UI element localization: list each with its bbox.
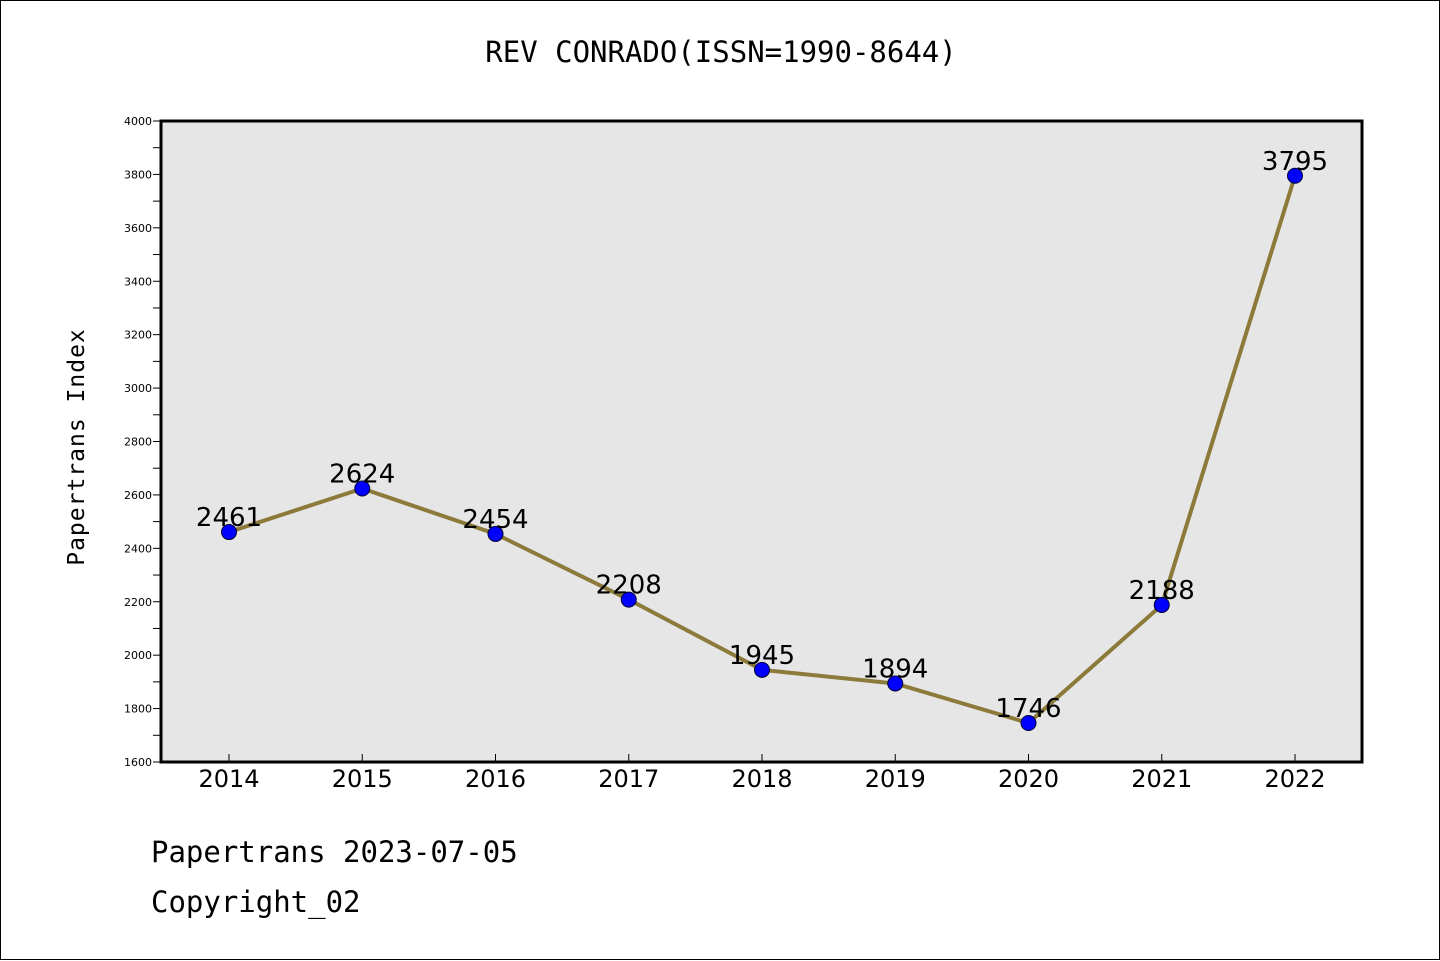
series-markers <box>221 167 1303 732</box>
y-tick-label: 2600 <box>124 489 152 502</box>
y-tick-label: 3000 <box>124 382 152 395</box>
y-tick-label: 1800 <box>124 703 152 716</box>
data-label: 1945 <box>729 641 795 671</box>
data-point <box>221 524 237 541</box>
chart-title: REV CONRADO(ISSN=1990-8644) <box>485 35 957 69</box>
x-tick-label: 2021 <box>1131 765 1192 793</box>
footer-date: Papertrans 2023-07-05 <box>151 835 518 869</box>
y-tick-label: 4000 <box>124 115 152 128</box>
data-label: 2454 <box>462 505 528 535</box>
data-label: 1746 <box>995 694 1061 724</box>
x-tick-label: 2016 <box>465 765 526 793</box>
data-point <box>887 675 904 692</box>
data-label: 2624 <box>329 460 395 490</box>
plot-area <box>161 121 1362 762</box>
y-axis: 1600 1800 2000 2200 2400 2600 2800 3000 3200 3400… <box>124 115 161 769</box>
data-point <box>1020 715 1037 732</box>
y-tick-label: 2200 <box>124 596 152 609</box>
data-label: 3795 <box>1262 147 1328 177</box>
y-tick-label: 1600 <box>124 756 152 769</box>
x-tick-label: 2019 <box>865 765 926 793</box>
y-tick-label: 2800 <box>124 436 152 449</box>
data-label: 2461 <box>196 503 262 533</box>
y-tick-label: 3400 <box>124 275 152 288</box>
data-label: 2208 <box>596 571 662 601</box>
data-point <box>1153 596 1170 613</box>
x-axis: 2014 2015 2016 2017 2018 2019 2020 2021 2022 <box>198 754 1326 793</box>
x-tick-label: 2017 <box>598 765 659 793</box>
x-tick-label: 2018 <box>731 765 792 793</box>
x-tick-label: 2022 <box>1264 765 1325 793</box>
data-label: 1894 <box>862 654 928 684</box>
data-point <box>1287 167 1303 184</box>
data-label: 2188 <box>1129 576 1195 606</box>
y-tick-label: 3200 <box>124 329 152 342</box>
x-tick-label: 2020 <box>998 765 1059 793</box>
data-point <box>620 591 637 608</box>
y-tick-label: 2000 <box>124 649 152 662</box>
y-tick-label: 2400 <box>124 542 152 555</box>
y-tick-label: 3800 <box>124 168 152 181</box>
data-point <box>487 525 504 542</box>
x-tick-label: 2015 <box>332 765 393 793</box>
y-tick-label: 3600 <box>124 222 152 235</box>
data-point <box>754 661 770 678</box>
plot-border <box>159 119 1364 764</box>
data-point <box>354 480 371 497</box>
data-labels: 2461 2624 2454 2208 1945 1894 1746 2188 3795 <box>196 147 1328 724</box>
footer-copyright: Copyright_02 <box>151 885 361 919</box>
x-tick-label: 2014 <box>198 765 259 793</box>
